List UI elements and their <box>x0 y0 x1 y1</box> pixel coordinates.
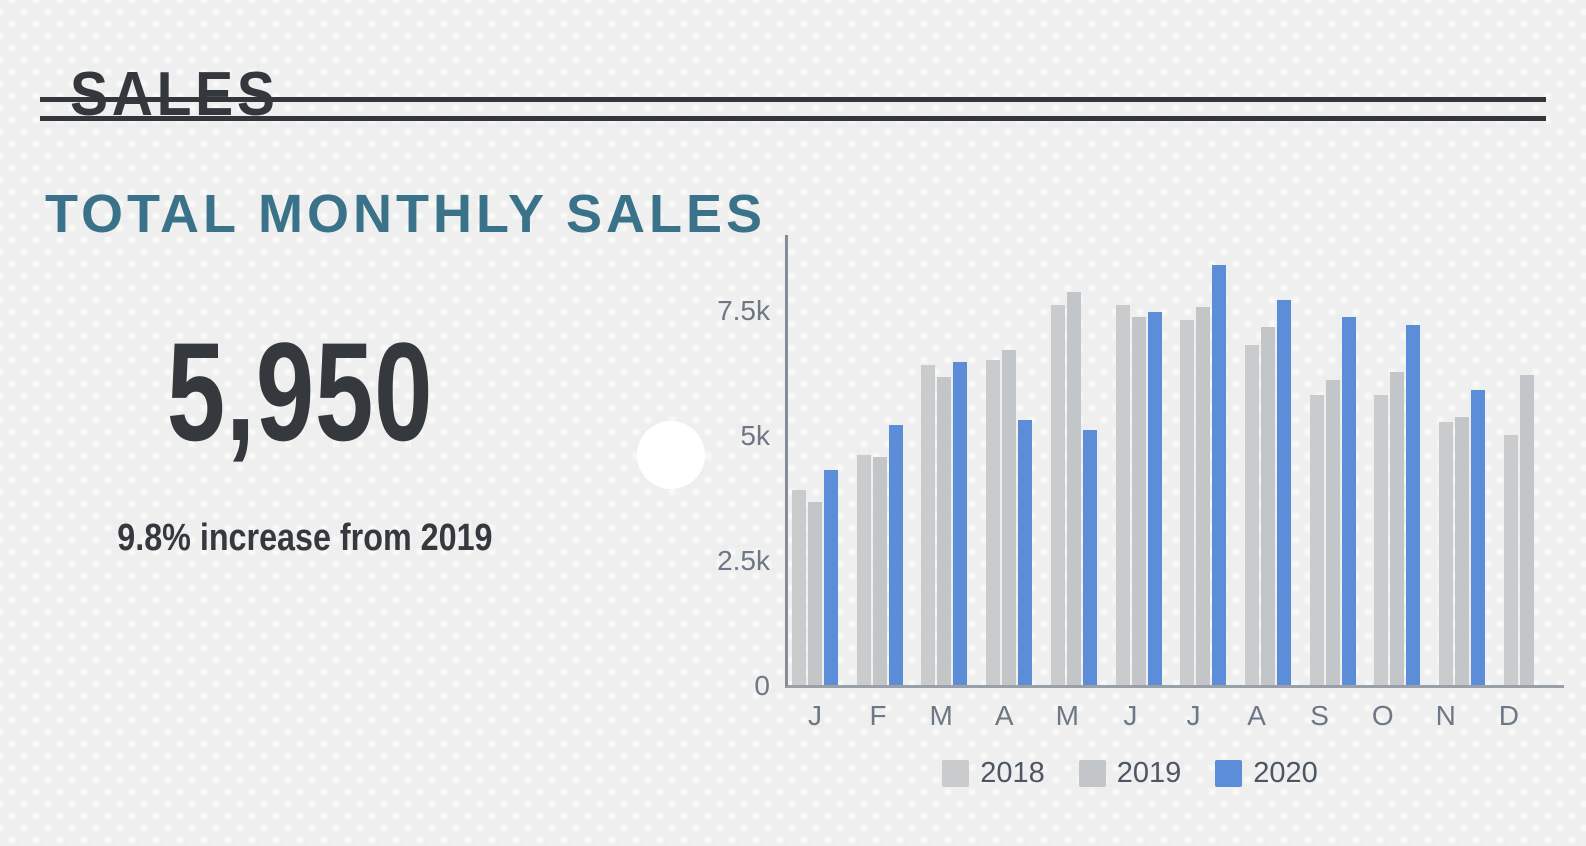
highlight-circle <box>637 421 705 489</box>
page-title: SALES <box>70 59 279 129</box>
bar-2018-4 <box>986 360 1001 685</box>
bar-group-5-M <box>1050 235 1097 685</box>
bar-group-4-A <box>986 235 1033 685</box>
bar-2018-11 <box>1439 422 1454 685</box>
x-label-10-O: O <box>1371 700 1394 731</box>
bar-2019-6 <box>1131 317 1146 685</box>
bar-2019-9 <box>1325 380 1340 685</box>
bar-group-11-N <box>1439 235 1486 685</box>
bar-group-12-D <box>1503 235 1550 685</box>
bar-2019-8 <box>1261 327 1276 685</box>
bar-2019-12 <box>1519 375 1534 685</box>
bar-2020-9 <box>1341 317 1356 685</box>
x-label-3-M: M <box>929 700 953 731</box>
bar-group-3-M <box>921 235 968 685</box>
x-label-1-J: J <box>808 700 822 731</box>
bar-2020-3 <box>953 362 968 685</box>
bar-group-2-F <box>856 235 903 685</box>
bar-2019-7 <box>1196 307 1211 685</box>
y-tick-7.5k: 7.5k <box>717 295 770 326</box>
stat-value: 5,950 <box>166 313 434 470</box>
bar-2019-11 <box>1455 417 1470 685</box>
bar-group-10-O <box>1374 235 1421 685</box>
bar-2020-8 <box>1277 300 1292 685</box>
legend-label-2020: 2020 <box>1253 757 1318 789</box>
bar-2018-7 <box>1180 320 1195 685</box>
bar-2020-4 <box>1018 420 1033 685</box>
bar-2018-12 <box>1503 435 1518 685</box>
bar-2018-6 <box>1115 305 1130 685</box>
x-label-2-F: F <box>869 700 887 731</box>
x-label-8-A: A <box>1247 700 1266 731</box>
legend-swatch-2020 <box>1215 760 1243 787</box>
bar-2020-5 <box>1082 430 1097 685</box>
bar-2020-11 <box>1471 390 1486 685</box>
x-label-4-A: A <box>994 700 1014 731</box>
legend-label-2019: 2019 <box>1116 757 1182 789</box>
bar-2019-2 <box>872 457 887 685</box>
legend-item-2019: 2019 <box>1078 757 1182 790</box>
x-label-5-M: M <box>1055 700 1079 731</box>
bar-group-9-S <box>1309 235 1356 685</box>
monthly-sales-bar-chart <box>785 235 1564 688</box>
bar-group-1-J <box>792 235 838 685</box>
bar-2018-1 <box>792 490 806 685</box>
bar-group-7-J <box>1180 235 1227 685</box>
x-label-9-S: S <box>1310 700 1329 731</box>
x-label-11-N: N <box>1435 700 1456 731</box>
x-label-12-D: D <box>1498 700 1519 731</box>
chart-legend: 2018 2019 2020 <box>750 757 1510 790</box>
bar-2018-9 <box>1309 395 1324 685</box>
y-tick-0: 0 <box>754 670 770 701</box>
bar-2018-10 <box>1374 395 1389 685</box>
y-tick-2.5k: 2.5k <box>717 545 770 576</box>
bar-2018-2 <box>856 455 871 685</box>
bar-2018-8 <box>1245 345 1260 685</box>
legend-item-2020: 2020 <box>1215 757 1318 790</box>
legend-label-2018: 2018 <box>980 757 1045 789</box>
y-axis-ticks: 0 2.5k 5k 7.5k <box>630 235 770 701</box>
legend-swatch-2018 <box>942 760 970 787</box>
bar-2019-5 <box>1066 292 1081 685</box>
bar-2020-2 <box>888 425 903 685</box>
x-label-7-J: J <box>1186 700 1201 731</box>
bar-2020-10 <box>1406 325 1421 685</box>
y-tick-5k: 5k <box>740 420 770 451</box>
bar-2018-5 <box>1050 305 1065 685</box>
bar-2019-10 <box>1390 372 1405 685</box>
divider-line-bottom <box>40 116 1546 121</box>
bar-2019-3 <box>937 377 952 685</box>
bar-2020-7 <box>1212 265 1227 685</box>
x-label-6-J: J <box>1123 700 1138 731</box>
stat-caption: 9.8% increase from 2019 <box>117 517 493 559</box>
bar-2019-1 <box>808 502 822 685</box>
bar-group-8-A <box>1245 235 1292 685</box>
legend-item-2018: 2018 <box>942 757 1045 790</box>
bar-2020-6 <box>1147 312 1162 685</box>
bar-2019-4 <box>1002 350 1017 685</box>
divider-line-top <box>40 97 1546 102</box>
bar-group-6-J <box>1115 235 1162 685</box>
section-title: TOTAL MONTHLY SALES <box>45 183 767 244</box>
bar-2020-1 <box>824 470 838 685</box>
bar-2018-3 <box>921 365 936 685</box>
legend-swatch-2019 <box>1078 760 1106 787</box>
